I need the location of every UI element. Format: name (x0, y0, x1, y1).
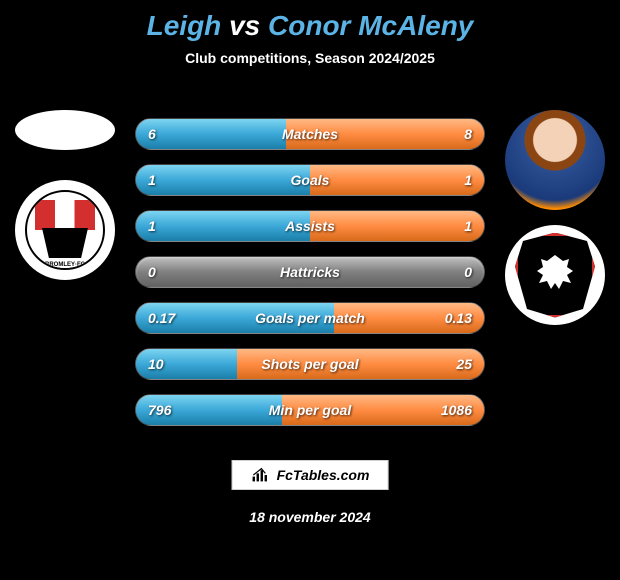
brand-badge: FcTables.com (232, 460, 389, 490)
stats-container: 6Matches81Goals11Assists10Hattricks00.17… (135, 118, 485, 440)
stat-value-right: 8 (464, 119, 472, 149)
brand-text: FcTables.com (277, 467, 370, 483)
player2-avatar (505, 110, 605, 210)
vs-text: vs (229, 10, 260, 41)
player1-avatar (15, 110, 115, 150)
subtitle: Club competitions, Season 2024/2025 (0, 50, 620, 66)
stat-value-right: 25 (456, 349, 472, 379)
stat-row: 0Hattricks0 (135, 256, 485, 288)
stat-label: Assists (136, 211, 484, 241)
comparison-title: Leigh vs Conor McAleny (0, 0, 620, 42)
salford-badge-icon (515, 233, 595, 318)
stat-value-right: 1086 (441, 395, 472, 425)
player1-name: Leigh (147, 10, 222, 41)
footer-date: 18 november 2024 (0, 509, 620, 525)
player1-club-badge: ·BROMLEY·FC· (15, 180, 115, 280)
player2-club-badge (505, 225, 605, 325)
stat-value-right: 0 (464, 257, 472, 287)
stat-row: 10Shots per goal25 (135, 348, 485, 380)
bromley-badge-icon: ·BROMLEY·FC· (25, 190, 105, 270)
stat-value-right: 1 (464, 211, 472, 241)
stat-value-right: 0.13 (445, 303, 472, 333)
stat-label: Min per goal (136, 395, 484, 425)
bromley-badge-text: ·BROMLEY·FC· (27, 262, 103, 268)
player1-column: ·BROMLEY·FC· (10, 110, 120, 295)
stat-row: 1Goals1 (135, 164, 485, 196)
stat-value-right: 1 (464, 165, 472, 195)
stat-row: 0.17Goals per match0.13 (135, 302, 485, 334)
stat-label: Goals per match (136, 303, 484, 333)
stat-label: Matches (136, 119, 484, 149)
stat-row: 6Matches8 (135, 118, 485, 150)
chart-icon (251, 467, 271, 483)
stat-label: Hattricks (136, 257, 484, 287)
player2-column (500, 110, 610, 340)
stat-row: 1Assists1 (135, 210, 485, 242)
player2-name: Conor McAleny (268, 10, 473, 41)
stat-label: Goals (136, 165, 484, 195)
stat-row: 796Min per goal1086 (135, 394, 485, 426)
stat-label: Shots per goal (136, 349, 484, 379)
